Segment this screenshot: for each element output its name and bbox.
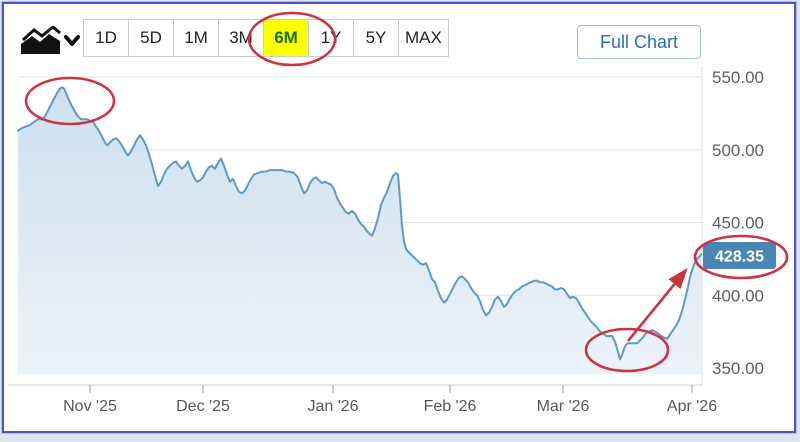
widget-frame	[2, 2, 796, 433]
range-button-1y[interactable]: 1Y	[308, 19, 354, 57]
range-button-max[interactable]: MAX	[398, 19, 449, 57]
chart-type-selector[interactable]	[20, 24, 82, 58]
full-chart-button[interactable]: Full Chart	[577, 25, 701, 59]
chevron-down-icon	[64, 35, 80, 46]
area-chart-icon	[21, 26, 80, 54]
range-button-5d[interactable]: 5D	[128, 19, 174, 57]
range-button-6m[interactable]: 6M	[263, 19, 309, 57]
range-button-3m[interactable]: 3M	[218, 19, 264, 57]
range-group: 1D 5D 1M 3M 6M 1Y 5Y MAX	[83, 19, 449, 57]
range-button-1m[interactable]: 1M	[173, 19, 219, 57]
range-button-5y[interactable]: 5Y	[353, 19, 399, 57]
range-button-1d[interactable]: 1D	[83, 19, 129, 57]
